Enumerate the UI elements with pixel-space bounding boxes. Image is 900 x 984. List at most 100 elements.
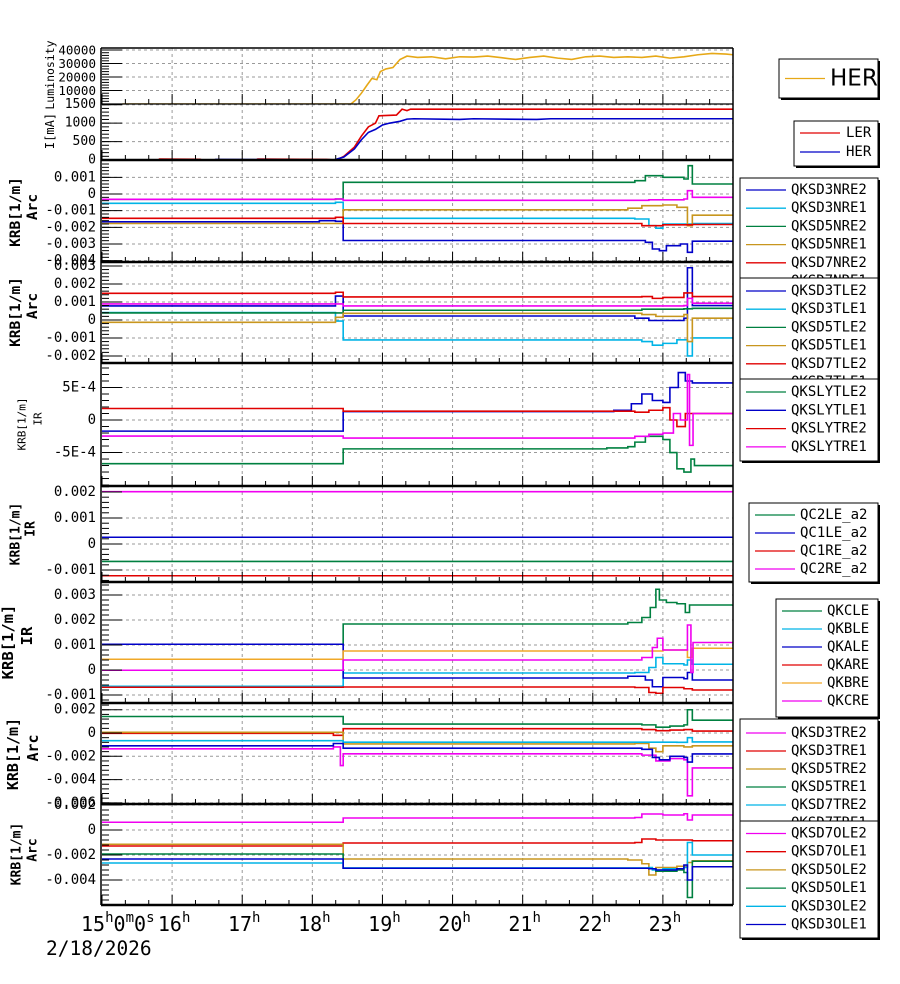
- legend-entry: QKSD3NRE2: [746, 182, 867, 198]
- legend-label: QKSLYTLE1: [791, 402, 867, 418]
- series-line-qksd7tre2: [102, 736, 733, 744]
- x-tick-label: 20h: [438, 910, 471, 936]
- legend-box: [739, 277, 879, 397]
- legend-label: QC1RE_a2: [800, 543, 867, 559]
- series-line-qkslytre1: [102, 373, 733, 447]
- legend-layer: HERLERHERQKSD3NRE2QKSD3NRE1QKSD5NRE2QKSD…: [739, 58, 880, 940]
- legend-label: QKSD5NRE2: [791, 218, 867, 234]
- legend-entry: QKSD5NRE1: [746, 237, 867, 253]
- series-line-qksd7tre1: [102, 742, 733, 763]
- y-tick-label: 0.001: [54, 294, 96, 310]
- series-line-qksd3nre2: [102, 219, 733, 254]
- y-tick-label: -0.003: [45, 236, 96, 252]
- y-axis-title: Arc: [25, 194, 41, 220]
- x-tick-label: 18h: [298, 910, 331, 936]
- y-tick-label: 0.003: [54, 587, 96, 603]
- x-tick-label: 15h0m0s: [81, 910, 155, 936]
- y-tick-label: -0.004: [45, 772, 96, 788]
- legend-entry: QKSD3TLE2: [746, 283, 867, 299]
- series-line-qkcle: [102, 588, 733, 646]
- y-axis-title: Arc: [25, 293, 41, 319]
- legend-entry: QKCLE: [782, 603, 869, 619]
- legend-box: [793, 120, 879, 167]
- y-tick-label: 0: [88, 186, 96, 202]
- y-tick-label: 0: [88, 536, 96, 552]
- date-label: 2/18/2026: [46, 937, 152, 960]
- legend-label: QKSD5TLE1: [791, 338, 867, 354]
- series-line-qkale: [102, 643, 733, 688]
- legend-box: [775, 598, 879, 718]
- legend-ir-sly: QKSLYTLE2 QKSLYTLE1 QKSLYTRE2 QKSLYTRE1: [739, 378, 880, 463]
- legend-label: HER: [830, 66, 878, 92]
- legend-label: QKSD5TRE1: [791, 779, 867, 795]
- y-axis-title: KRB[1/m]: [16, 398, 29, 451]
- legend-label: QKSLYTLE2: [791, 384, 867, 400]
- legend-entry: QKSD7OLE2: [746, 826, 867, 842]
- legend-luminosity: HER: [778, 58, 880, 100]
- y-tick-label: -0.001: [45, 562, 96, 578]
- y-tick-label: 10000: [58, 83, 96, 98]
- series-line-qksd5ole2: [102, 843, 733, 876]
- y-axis-title: IR: [24, 521, 39, 537]
- y-tick-label: -0.004: [45, 872, 96, 888]
- legend-arc-nre: QKSD3NRE2 QKSD3NRE1 QKSD5NRE2 QKSD5NRE1 QKSD…: [739, 177, 880, 298]
- legend-entry: QKBRE: [782, 675, 869, 691]
- y-tick-label: -0.001: [45, 330, 96, 346]
- legend-label: QKSD7OLE2: [791, 826, 867, 842]
- legend-entry: QKSD5TRE2: [746, 761, 867, 777]
- x-tick-label: 22h: [579, 910, 612, 936]
- y-tick-label: 0: [88, 412, 96, 428]
- legend-label: QKSD3NRE2: [791, 182, 867, 198]
- x-tick-label: 17h: [228, 910, 261, 936]
- y-tick-label: -5E-4: [54, 445, 96, 461]
- legend-entry: QKBLE: [782, 621, 869, 637]
- legend-label: QKSD7OLE1: [791, 844, 867, 860]
- legend-entry: QC1RE_a2: [755, 543, 867, 559]
- legend-entry: QKSD5OLE1: [746, 880, 867, 896]
- legend-entry: QKCRE: [782, 693, 869, 709]
- series-line-qksd3tre1: [102, 727, 733, 737]
- legend-box: [739, 820, 879, 939]
- y-axis-title: KRB[1/m]: [0, 605, 17, 680]
- legend-label: QKCLE: [827, 603, 869, 619]
- legend-label: HER: [846, 144, 872, 160]
- legend-label: QKSD5NRE1: [791, 237, 867, 253]
- legend-ir-qk: QKCLE QKBLE QKALE QKARE QKBRE QKCRE: [775, 598, 880, 719]
- series-line-qksd7nre2: [102, 216, 733, 227]
- series-line-qkslytre2: [102, 406, 733, 428]
- legend-entry: QKSD3TLE1: [746, 301, 867, 317]
- y-axis-title: I[mA]: [43, 113, 57, 149]
- x-tick-label: 23h: [649, 910, 682, 936]
- legend-label: QKSD5OLE2: [791, 862, 867, 878]
- y-tick-label: -0.001: [45, 687, 96, 703]
- legend-entry: QKSD5TLE1: [746, 338, 867, 354]
- y-axis-title: IR: [32, 412, 45, 426]
- legend-label: QKSLYTRE2: [791, 421, 867, 437]
- legend-entry: QC2RE_a2: [755, 561, 867, 577]
- legend-label: QKSD3TRE2: [791, 725, 867, 741]
- legend-label: QKSD5TLE2: [791, 319, 867, 335]
- legend-label: QC1LE_a2: [800, 525, 867, 541]
- legend-label: QKSD3OLE2: [791, 898, 867, 914]
- y-axis-title: IR: [18, 626, 36, 645]
- y-tick-label: 0: [88, 662, 96, 678]
- legend-label: QKALE: [827, 639, 869, 655]
- y-tick-label: -0.002: [45, 748, 96, 764]
- series-line-qkble: [102, 656, 733, 688]
- legend-label: QKSD3TLE1: [791, 301, 867, 317]
- legend-entry: QKSD7OLE1: [746, 844, 867, 860]
- series-line-qkslytle2: [102, 435, 733, 473]
- legend-entry: QKSD5NRE2: [746, 218, 867, 234]
- series-line-qksd5nre1: [102, 204, 733, 227]
- series-line-qksd7tle1: [102, 297, 733, 307]
- legend-entry: QKSD5TRE1: [746, 779, 867, 795]
- legend-label: QKSD7TLE2: [791, 356, 867, 372]
- legend-entry: QC2LE_a2: [755, 507, 867, 523]
- y-tick-label: 0: [88, 725, 96, 741]
- series-line-qksd5tre1: [102, 708, 733, 728]
- series-line-qksd7ole2: [102, 812, 733, 824]
- series-line-qksd7ole1: [102, 838, 733, 847]
- legend-entry: QKSD3OLE1: [746, 917, 867, 933]
- legend-label: QC2LE_a2: [800, 507, 867, 523]
